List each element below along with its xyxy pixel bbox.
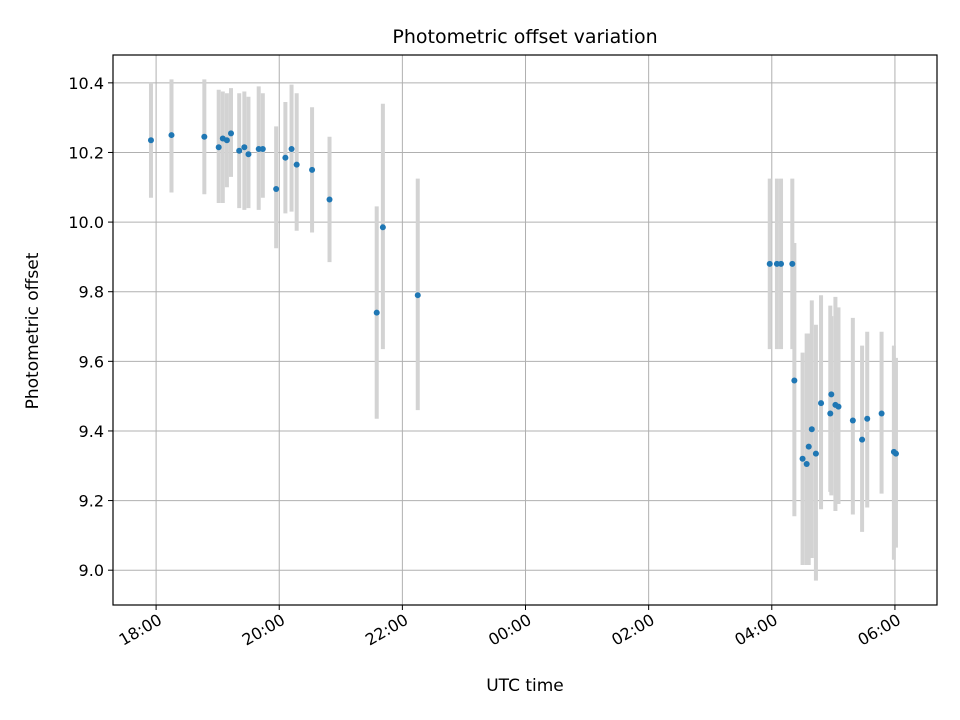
data-point — [255, 145, 262, 152]
data-point — [849, 417, 856, 424]
data-point — [414, 292, 421, 299]
data-point — [878, 410, 885, 417]
plot-frame — [112, 54, 938, 606]
data-point — [309, 166, 316, 173]
data-point — [835, 403, 842, 410]
data-point — [808, 426, 815, 433]
y-tick-label: 9.4 — [79, 422, 104, 441]
data-point — [241, 144, 248, 151]
y-tick-label: 10.0 — [68, 213, 104, 232]
data-point — [818, 400, 825, 407]
data-point — [766, 260, 773, 267]
data-point — [293, 161, 300, 168]
data-point — [282, 154, 289, 161]
data-point — [803, 461, 810, 468]
data-point — [326, 196, 333, 203]
data-point — [864, 415, 871, 422]
data-point — [778, 260, 785, 267]
data-point — [215, 144, 222, 151]
data-point — [201, 133, 208, 140]
data-point — [828, 391, 835, 398]
data-point — [273, 186, 280, 193]
y-tick-label: 9.8 — [79, 283, 104, 302]
data-point — [859, 436, 866, 443]
data-point — [789, 260, 796, 267]
data-point — [805, 443, 812, 450]
y-axis-ticks: 9.0 9.2 9.4 9.6 9.8 10.0 10.2 10.4 — [68, 74, 113, 580]
data-point — [827, 410, 834, 417]
data-point — [168, 132, 175, 139]
y-tick-label: 10.2 — [68, 143, 104, 162]
y-tick-label: 9.2 — [79, 492, 104, 511]
data-point — [773, 260, 780, 267]
data-point — [147, 137, 154, 144]
y-tick-label: 9.6 — [79, 352, 104, 371]
data-points — [147, 130, 899, 468]
y-tick-label: 10.4 — [68, 74, 104, 93]
data-point — [228, 130, 235, 137]
data-point — [288, 145, 295, 152]
data-point — [259, 145, 266, 152]
data-point — [812, 450, 819, 457]
chart-title: Photometric offset variation — [392, 26, 657, 48]
data-point — [373, 309, 380, 316]
grid — [113, 55, 937, 605]
data-point — [791, 377, 798, 384]
data-point — [236, 147, 243, 154]
data-point — [379, 224, 386, 231]
data-point — [223, 137, 230, 144]
y-tick-label: 9.0 — [79, 561, 104, 580]
data-point — [799, 455, 806, 462]
x-axis-title: UTC time — [486, 676, 564, 696]
data-point — [892, 450, 899, 457]
y-axis-title: Photometric offset — [23, 252, 43, 409]
data-point — [245, 151, 252, 158]
